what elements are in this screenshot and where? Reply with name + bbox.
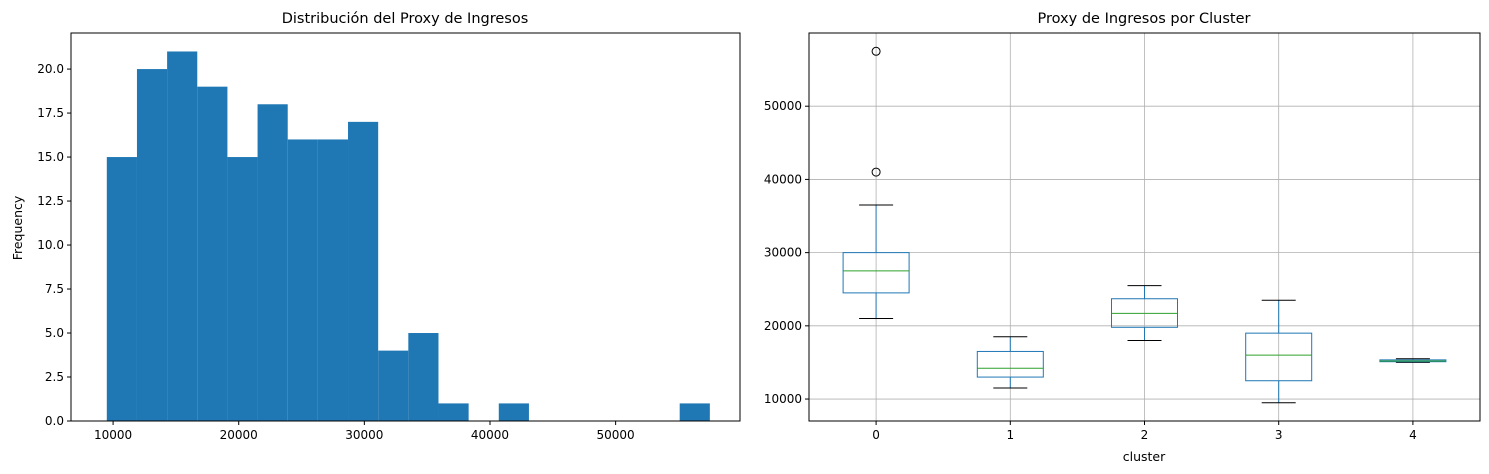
y-tick-label: 7.5	[45, 282, 64, 296]
histogram-bar	[197, 86, 228, 421]
box-cluster-2	[1111, 285, 1178, 341]
y-tick-label: 30000	[764, 246, 802, 260]
x-tick-label: 1	[1006, 428, 1014, 442]
box	[1245, 332, 1313, 382]
box	[976, 350, 1044, 378]
histogram-x-ticks: 10000 20000 30000 40000 50000	[94, 421, 635, 442]
histogram-panel: Distribución del Proxy de Ingresos 10000…	[10, 11, 741, 442]
x-tick-label: 0	[872, 428, 880, 442]
histogram-frame	[70, 32, 741, 422]
boxplot-panel: Proxy de Ingresos por Cluster 0 1 2 3 4 1000…	[764, 11, 1481, 464]
box-cluster-1	[976, 336, 1044, 389]
y-tick-label: 10.0	[37, 238, 64, 252]
x-tick-label: 4	[1409, 428, 1417, 442]
x-tick-label: 50000	[597, 428, 635, 442]
box-cluster-0	[842, 46, 910, 320]
x-tick-label: 10000	[94, 428, 132, 442]
x-tick-label: 3	[1275, 428, 1283, 442]
y-tick-label: 40000	[764, 172, 802, 186]
boxplot-x-axis-label: cluster	[1123, 449, 1166, 464]
y-tick-label: 50000	[764, 99, 802, 113]
histogram-bar	[136, 69, 168, 421]
y-tick-label: 2.5	[45, 370, 64, 384]
boxplot-x-ticks: 0 1 2 3 4	[872, 421, 1417, 442]
box	[842, 252, 910, 294]
histogram-bar	[438, 403, 469, 421]
boxplot-title: Proxy de Ingresos por Cluster	[1038, 11, 1251, 27]
histogram-bar	[408, 333, 439, 421]
box-cluster-3	[1245, 299, 1313, 404]
y-tick-label: 20.0	[37, 62, 64, 76]
y-tick-label: 10000	[764, 392, 802, 406]
x-tick-label: 40000	[471, 428, 509, 442]
histogram-bar	[106, 157, 137, 421]
histogram-bar	[378, 350, 409, 421]
x-tick-label: 20000	[220, 428, 258, 442]
histogram-bar	[287, 139, 318, 421]
y-tick-label: 12.5	[37, 194, 64, 208]
histogram-bar	[317, 139, 349, 421]
histogram-y-axis-label: Frequency	[10, 195, 25, 260]
histogram-bar	[679, 403, 710, 421]
histogram-title: Distribución del Proxy de Ingresos	[282, 11, 529, 27]
histogram-bar	[348, 121, 379, 421]
histogram-bars	[106, 51, 710, 421]
boxplot-grid	[809, 33, 1480, 421]
outlier-point	[871, 167, 881, 177]
histogram-y-ticks: 0.0 2.5 5.0 7.5 10.0 12.5 15.0 17.5 20.0	[37, 62, 71, 428]
y-tick-label: 15.0	[37, 150, 64, 164]
x-tick-label: 30000	[345, 428, 383, 442]
boxplot-boxes	[842, 46, 1447, 404]
y-tick-label: 0.0	[45, 414, 64, 428]
boxplot-frame	[808, 32, 1481, 422]
y-tick-label: 20000	[764, 319, 802, 333]
histogram-bar	[167, 51, 198, 421]
box-cluster-4	[1379, 358, 1447, 363]
y-tick-label: 17.5	[37, 106, 64, 120]
outlier-point	[871, 46, 881, 56]
x-tick-label: 2	[1141, 428, 1149, 442]
boxplot-y-ticks: 10000 20000 30000 40000 50000	[764, 99, 809, 406]
histogram-bar	[227, 157, 258, 421]
histogram-bar	[257, 104, 288, 421]
histogram-bar	[498, 403, 529, 421]
y-tick-label: 5.0	[45, 326, 64, 340]
